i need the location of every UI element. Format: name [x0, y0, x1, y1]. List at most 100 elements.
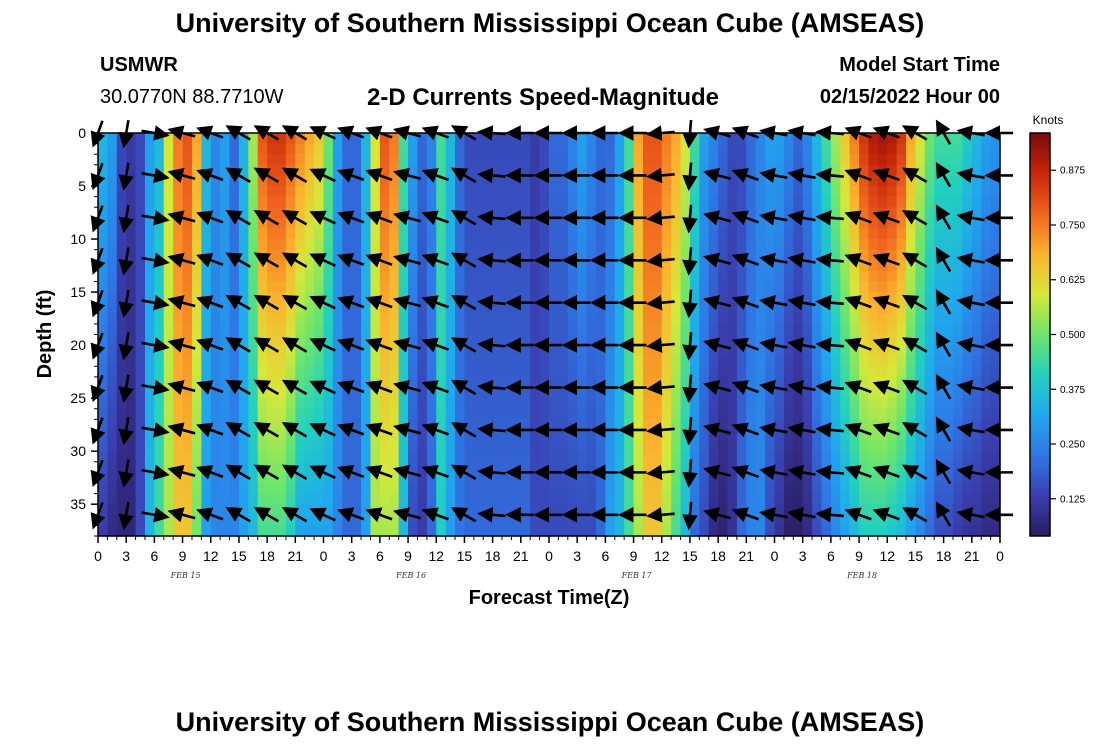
heatmap-cell — [398, 387, 409, 399]
heatmap-cell — [671, 440, 682, 452]
current-vector — [787, 295, 816, 311]
heatmap-cell — [304, 451, 315, 463]
heatmap-cell — [614, 228, 625, 240]
heatmap-cell — [736, 143, 747, 155]
heatmap-cell — [821, 398, 832, 410]
heatmap-cell — [257, 398, 268, 410]
heatmap-cell — [144, 207, 155, 219]
heatmap-cell — [201, 217, 212, 230]
heatmap-cell — [436, 154, 447, 166]
heatmap-cell — [915, 302, 926, 314]
heatmap-cell — [370, 525, 381, 537]
heatmap-cell — [774, 429, 785, 442]
heatmap-cell — [605, 196, 616, 208]
heatmap-cell — [830, 196, 841, 208]
heatmap-cell — [567, 525, 578, 537]
heatmap-cell — [445, 482, 456, 495]
heatmap-cell — [718, 249, 729, 261]
heatmap-cell — [267, 292, 278, 304]
heatmap-cell — [295, 302, 306, 314]
heatmap-cell — [821, 228, 832, 240]
heatmap-cell — [398, 239, 409, 251]
heatmap-cell — [934, 398, 945, 410]
heatmap-cell — [126, 228, 137, 240]
heatmap-cell — [295, 154, 306, 166]
heatmap-cell — [614, 217, 625, 230]
current-vector — [421, 337, 449, 353]
heatmap-cell — [793, 482, 804, 495]
heatmap-cell — [699, 281, 710, 293]
heatmap-cell — [492, 249, 503, 261]
heatmap-cell — [379, 143, 390, 155]
heatmap-cell — [614, 525, 625, 537]
x-tick-label: 21 — [513, 548, 529, 564]
heatmap-cell — [793, 133, 804, 145]
heatmap-cell — [361, 429, 372, 442]
heatmap-cell — [464, 239, 475, 251]
heatmap-cell — [953, 493, 964, 505]
heatmap-cell — [962, 302, 973, 314]
heatmap-cell — [191, 408, 202, 420]
heatmap-cell — [906, 270, 917, 283]
heatmap-cell — [248, 440, 259, 452]
heatmap-cell — [98, 482, 108, 495]
heatmap-cell — [210, 493, 221, 505]
heatmap-cell — [191, 186, 202, 198]
heatmap-cell — [163, 419, 174, 431]
heatmap-cell — [727, 451, 738, 463]
heatmap-cell — [859, 228, 870, 240]
heatmap-cell — [182, 302, 193, 314]
heatmap-cell — [285, 186, 296, 198]
heatmap-cell — [98, 302, 108, 314]
heatmap-cell — [473, 493, 484, 505]
heatmap-cell — [577, 239, 588, 251]
heatmap-cell — [295, 355, 306, 367]
heatmap-cell — [144, 376, 155, 389]
heatmap-cell — [248, 398, 259, 410]
heatmap-cell — [511, 387, 522, 399]
heatmap-cell — [943, 292, 954, 304]
heatmap-cell — [765, 217, 776, 230]
heatmap-cell — [689, 334, 700, 346]
heatmap-cell — [323, 143, 334, 155]
colorbar-bar — [1029, 132, 1051, 537]
heatmap-cell — [689, 366, 700, 378]
heatmap-cell — [821, 196, 832, 208]
heatmap-cell — [755, 472, 766, 484]
heatmap-cell — [981, 186, 992, 198]
current-vector — [141, 422, 170, 438]
heatmap-cell — [877, 239, 888, 251]
current-vector — [901, 506, 928, 523]
heatmap-cell — [887, 472, 898, 484]
heatmap-cell — [229, 143, 240, 155]
heatmap-cell — [229, 281, 240, 293]
heatmap-cell — [220, 207, 231, 219]
heatmap-cell — [539, 451, 550, 463]
heatmap-cell — [708, 323, 719, 336]
heatmap-cell — [370, 493, 381, 505]
heatmap-cell — [934, 239, 945, 251]
heatmap-cell — [689, 504, 700, 516]
heatmap-cell — [332, 366, 343, 378]
heatmap-cell — [426, 408, 437, 420]
heatmap-cell — [896, 270, 907, 283]
heatmap-cell — [849, 429, 860, 442]
heatmap-cell — [220, 514, 231, 526]
heatmap-cell — [276, 186, 287, 198]
current-vector — [118, 247, 134, 276]
current-vector — [815, 337, 844, 353]
heatmap-cell — [370, 366, 381, 378]
heatmap-cell — [652, 281, 663, 293]
heatmap-cell — [840, 228, 851, 240]
heatmap-cell — [896, 313, 907, 325]
heatmap-cell — [530, 323, 541, 336]
current-vector — [901, 294, 928, 311]
heatmap-cell — [868, 281, 879, 293]
heatmap-cell — [520, 504, 531, 516]
heatmap-cell — [295, 440, 306, 452]
heatmap-cell — [276, 355, 287, 367]
heatmap-cell — [633, 429, 644, 442]
heatmap-cell — [830, 334, 841, 346]
heatmap-cell — [163, 239, 174, 251]
heatmap-cell — [135, 133, 146, 145]
